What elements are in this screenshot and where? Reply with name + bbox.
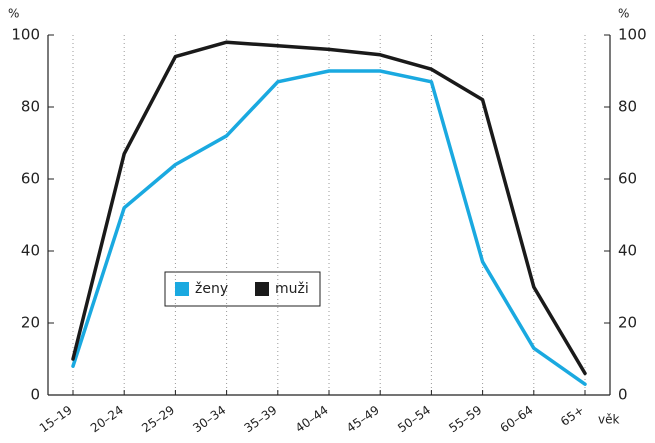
y-axis-label: % [8, 7, 19, 21]
x-tick-label: 15–19 [37, 403, 75, 435]
y2-axis-label: % [618, 7, 629, 21]
x-tick-label: 45–49 [344, 403, 382, 435]
x-tick-label: 25–29 [139, 403, 177, 435]
y-tick-label: 100 [11, 26, 40, 44]
x-tick-label: 60–64 [498, 403, 536, 435]
x-axis-label: věk [598, 413, 619, 427]
x-tick-label: 20–24 [88, 403, 126, 435]
x-tick-label: 65+ [558, 403, 587, 429]
y2-tick-label: 20 [618, 314, 637, 332]
y2-tick-label: 0 [618, 386, 628, 404]
x-tick-label: 50–54 [395, 403, 433, 435]
legend-box [164, 271, 321, 307]
y-tick-label: 20 [21, 314, 40, 332]
x-tick-label: 40–44 [293, 403, 331, 435]
y-tick-label: 0 [30, 386, 40, 404]
y2-tick-label: 60 [618, 170, 637, 188]
series-line [71, 69, 587, 386]
legend-label: muži [275, 281, 309, 297]
y-tick-label: 40 [21, 242, 40, 260]
series-line [71, 40, 587, 376]
y-tick-label: 60 [21, 170, 40, 188]
y2-tick-label: 100 [618, 26, 647, 44]
x-tick-label: 30–34 [190, 403, 228, 435]
legend-swatch [175, 282, 189, 296]
y2-tick-label: 80 [618, 98, 637, 116]
legend-label: ženy [195, 281, 228, 297]
y-tick-label: 80 [21, 98, 40, 116]
y2-tick-label: 40 [618, 242, 637, 260]
x-tick-label: 55–59 [446, 403, 484, 435]
legend-swatch [255, 282, 269, 296]
x-tick-label: 35–39 [242, 403, 280, 435]
